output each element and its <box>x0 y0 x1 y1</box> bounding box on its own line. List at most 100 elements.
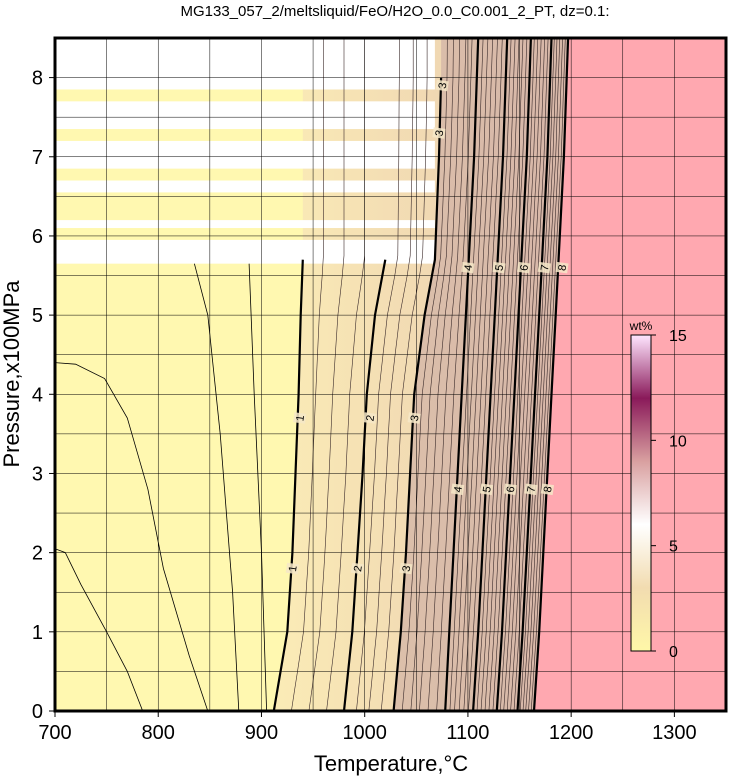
fine-contour <box>500 38 535 711</box>
y-tick-label: 6 <box>32 226 43 248</box>
fine-contour <box>308 38 345 711</box>
fine-contour <box>468 38 503 711</box>
contour-label-text: 2 <box>352 565 365 573</box>
contour-label: 2 <box>350 562 365 575</box>
contour-label: 3 <box>435 79 450 92</box>
y-tick-label: 1 <box>32 622 43 644</box>
y-tick-label: 8 <box>32 68 43 90</box>
x-axis-label: Temperature,°C <box>314 751 468 776</box>
fine-contour <box>480 38 516 711</box>
contour-label-text: 3 <box>434 129 447 137</box>
missing-data-band <box>55 220 435 229</box>
fine-contour <box>356 38 400 711</box>
fine-contour <box>506 38 542 711</box>
y-tick-label: 7 <box>32 147 43 169</box>
chart-title: MG133_057_2/meltsliquid/FeO/H2O_0.0_C0.0… <box>180 3 609 20</box>
y-axis: 0 1 2 3 4 5 6 7 8 <box>32 68 55 723</box>
colorbar-tick-label: 15 <box>669 328 687 345</box>
x-tick-label: 1100 <box>446 722 489 744</box>
missing-data-band <box>55 38 435 90</box>
fine-contour <box>522 38 558 711</box>
minor-contour <box>55 362 209 711</box>
contour-label-text: 5 <box>481 486 494 494</box>
fine-contour <box>519 38 555 711</box>
contour-label-text: 3 <box>401 565 414 573</box>
fine-contour <box>463 38 498 711</box>
contour-label: 3 <box>399 562 414 575</box>
contour-label-text: 3 <box>437 82 450 90</box>
y-tick-label: 2 <box>32 543 43 565</box>
contour-label-text: 8 <box>557 264 570 272</box>
contour-label: 7 <box>537 261 552 274</box>
colorbar-gradient <box>630 334 652 652</box>
contour-label-text: 8 <box>542 486 555 494</box>
y-tick-label: 3 <box>32 463 43 485</box>
contour-label: 3 <box>407 412 422 424</box>
fine-contour <box>488 38 524 711</box>
plot-frame <box>53 36 728 713</box>
fine-contour <box>368 38 414 711</box>
contour-label-text: 7 <box>539 264 552 272</box>
contour-label-text: 1 <box>287 565 300 573</box>
y-tick-label: 5 <box>32 305 43 327</box>
fine-contour <box>484 38 520 711</box>
fine-contour <box>458 38 493 711</box>
fine-contour <box>436 38 473 711</box>
contour-label: 3 <box>432 127 446 139</box>
colorbar-tick-label: 10 <box>669 433 687 450</box>
contour-label: 7 <box>524 483 539 496</box>
y-tick-label: 0 <box>32 701 43 723</box>
y-axis-label: Pressure,x100MPa <box>0 280 24 468</box>
contour-label: 2 <box>363 412 377 424</box>
missing-data-band <box>55 180 435 193</box>
contour-label: 5 <box>492 261 506 274</box>
contour-label-text: 7 <box>526 486 539 494</box>
fine-contour <box>513 38 549 711</box>
colorbar-tick-label: 0 <box>669 644 678 661</box>
contour-label-text: 6 <box>518 264 531 272</box>
high-value-region <box>534 38 726 711</box>
contour-label: 8 <box>540 483 555 496</box>
x-tick-label: 1300 <box>652 722 697 744</box>
fine-contour <box>291 38 324 711</box>
contour-label: 4 <box>450 483 465 496</box>
fine-contour <box>454 38 489 711</box>
fine-contour <box>419 38 460 711</box>
minor-contour <box>55 548 144 711</box>
grid-lines <box>54 38 726 712</box>
contour-label-text: 4 <box>452 486 465 494</box>
missing-data-band <box>55 239 435 264</box>
fine-contour <box>380 38 428 711</box>
contour-label-text: 2 <box>365 414 378 422</box>
fine-contour <box>503 38 539 711</box>
colorbar-ticks: 0 5 10 15 <box>651 328 687 661</box>
fine-contour <box>510 38 545 711</box>
contour-label-text: 6 <box>505 486 518 494</box>
x-tick-label: 800 <box>142 722 175 744</box>
fine-contour <box>449 38 484 711</box>
contour-label-text: 3 <box>409 414 422 422</box>
fine-contour-lines <box>291 38 566 711</box>
fine-contour <box>525 38 561 711</box>
x-tick-label: 700 <box>38 722 71 744</box>
plot-area <box>55 38 726 711</box>
contour-label: 1 <box>285 562 300 575</box>
x-tick-label: 1000 <box>342 722 387 744</box>
colorbar-tick-label: 5 <box>669 539 678 556</box>
missing-data-bands <box>55 38 435 264</box>
contour-label: 8 <box>555 261 570 274</box>
fine-contour <box>530 38 566 711</box>
contour-label: 6 <box>517 261 531 274</box>
fine-contour <box>427 38 467 711</box>
fine-contour <box>476 38 512 711</box>
fine-contour <box>401 38 448 711</box>
x-tick-label: 1200 <box>549 722 594 744</box>
contour-label: 1 <box>293 412 307 424</box>
contour-label-text: 4 <box>463 264 476 272</box>
y-tick-label: 4 <box>32 384 43 406</box>
x-axis: 700 800 900 1000 1100 1200 1300 <box>38 711 697 744</box>
missing-data-band <box>55 101 435 130</box>
fine-contour <box>528 38 563 711</box>
contour-label-text: 1 <box>294 414 307 422</box>
